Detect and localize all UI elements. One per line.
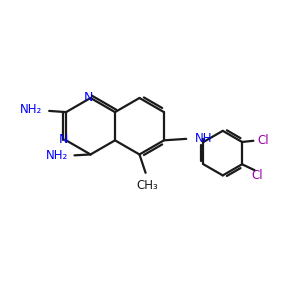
Text: CH₃: CH₃ [136, 179, 158, 192]
Text: NH₂: NH₂ [46, 149, 69, 162]
Text: N: N [59, 133, 68, 146]
Text: Cl: Cl [257, 134, 269, 147]
Text: N: N [83, 91, 93, 104]
Text: Cl: Cl [252, 169, 263, 182]
Text: NH: NH [194, 132, 212, 146]
Text: NH₂: NH₂ [20, 103, 42, 116]
